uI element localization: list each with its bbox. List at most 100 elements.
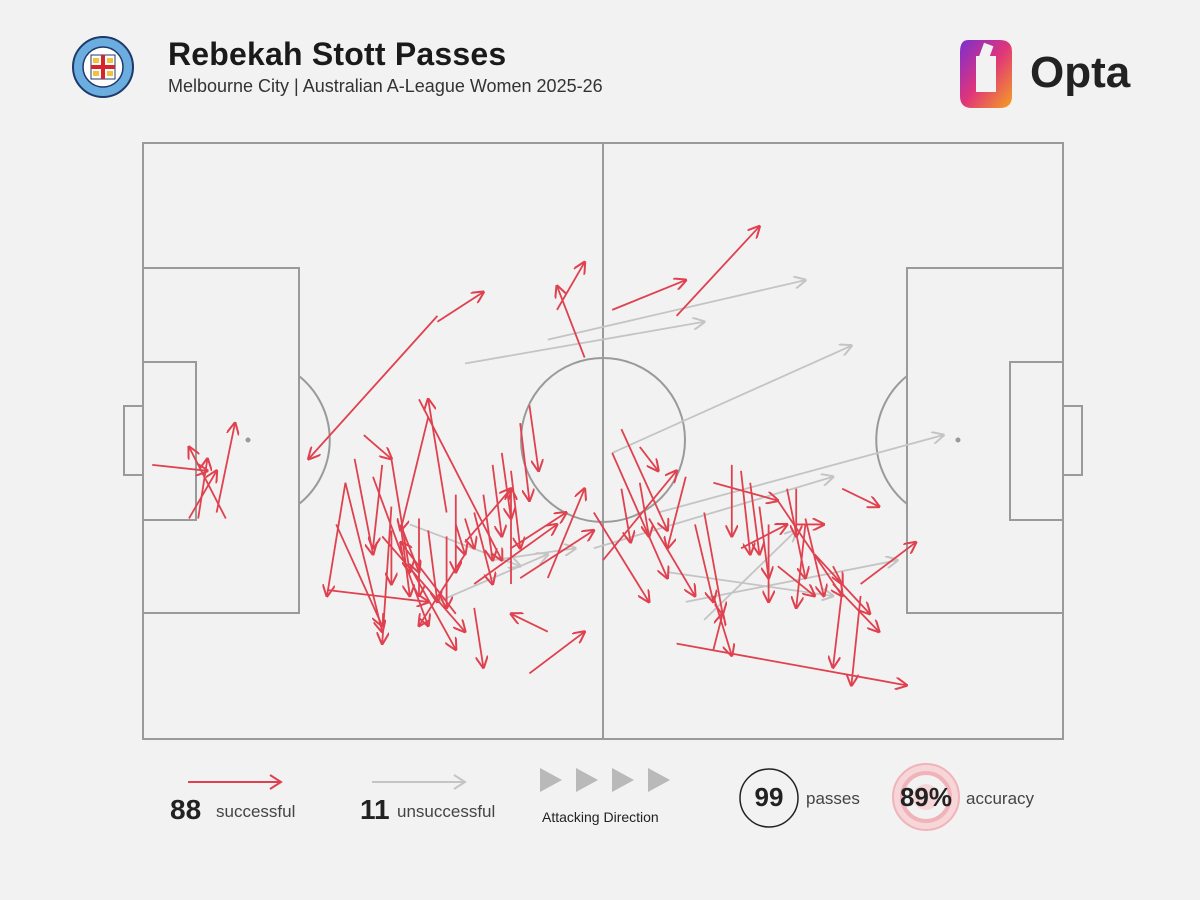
attacking-direction-icon <box>540 768 670 792</box>
successful-pass-arrow <box>796 524 807 607</box>
successful-label: successful <box>216 802 296 821</box>
successful-pass-arrow <box>777 565 815 596</box>
right-penalty-box <box>906 267 1064 614</box>
club-crest-icon <box>72 36 134 98</box>
successful-pass-arrow <box>491 464 502 537</box>
unsuccessful-pass-arrow <box>547 280 806 341</box>
successful-pass-arrow <box>372 476 428 626</box>
successful-pass-arrow <box>638 482 649 537</box>
successful-pass-arrow <box>519 423 529 500</box>
unsuccessful-passes <box>409 280 944 621</box>
successful-pass-arrow <box>556 262 585 311</box>
unsuccessful-label: unsuccessful <box>397 802 496 821</box>
unsuccessful-count: 11 <box>360 794 390 825</box>
passes-circle-icon <box>739 768 799 828</box>
successful-pass-arrow <box>546 489 585 579</box>
successful-pass-arrow <box>427 530 437 602</box>
attacking-direction-label: Attacking Direction <box>542 809 659 825</box>
successful-pass-arrow <box>464 489 511 543</box>
successful-pass-arrow <box>667 476 687 549</box>
successful-pass-arrow <box>309 315 439 459</box>
successful-pass-arrow <box>713 481 777 501</box>
successful-pass-arrow <box>419 553 466 626</box>
successful-pass-arrow <box>197 459 207 519</box>
successful-pass-arrow <box>639 446 658 471</box>
successful-pass-arrow <box>675 226 760 317</box>
page-title: Rebekah Stott Passes <box>168 36 507 72</box>
right-goal <box>1062 405 1083 476</box>
unsuccessful-pass-arrow <box>611 346 851 454</box>
opta-brand: Opta <box>954 36 1144 112</box>
successful-pass-arrow <box>401 542 457 615</box>
opta-logo-icon <box>960 40 1012 108</box>
successful-pass-arrow <box>510 470 520 548</box>
unsuccessful-pass-arrow <box>464 322 704 365</box>
successful-count: 88 <box>170 794 202 825</box>
unsuccessful-pass-arrow <box>657 435 943 514</box>
successful-pass-arrow <box>528 405 538 471</box>
successful-pass-arrow <box>804 518 823 595</box>
successful-pass-arrow <box>390 458 409 572</box>
unsuccessful-arrow-icon <box>372 774 467 790</box>
unsuccessful-pass-arrow <box>685 560 898 603</box>
successful-pass-arrow <box>749 482 759 555</box>
successful-pass-arrow <box>215 423 235 513</box>
successful-pass-arrow <box>381 535 465 631</box>
successful-pass-arrow <box>620 428 667 530</box>
successful-pass-arrow <box>611 452 667 578</box>
right-six-yard-box <box>1009 361 1064 521</box>
successful-pass-arrow <box>557 286 586 358</box>
successful-pass-arrow <box>363 434 392 459</box>
successful-pass-arrow <box>528 632 584 675</box>
successful-pass-arrow <box>712 614 722 650</box>
successful-pass-arrow <box>344 482 382 632</box>
successful-pass-arrow <box>740 524 787 550</box>
successful-pass-arrow <box>841 487 879 507</box>
successful-pass-arrow <box>851 595 862 685</box>
successful-pass-arrow <box>758 506 768 579</box>
successful-pass-arrow <box>473 607 483 668</box>
successful-pass-arrow <box>694 524 713 601</box>
unsuccessful-pass-arrow <box>409 523 520 566</box>
accuracy-label: accuracy <box>966 789 1035 808</box>
pitch-markings <box>123 142 1083 740</box>
successful-pass-arrow <box>464 518 474 548</box>
successful-pass-arrow <box>327 482 347 596</box>
successful-pass-arrow <box>382 506 393 644</box>
successful-pass-arrow <box>703 512 722 614</box>
successful-pass-arrow <box>833 565 842 584</box>
left-six-yard-box <box>142 361 197 521</box>
successful-pass-arrow <box>428 399 448 513</box>
successful-pass-arrow <box>409 565 456 649</box>
successful-pass-arrow <box>593 512 649 602</box>
successful-pass-arrow <box>454 524 465 554</box>
successful-arrow-icon <box>188 774 283 790</box>
successful-pass-arrow <box>473 524 557 585</box>
accuracy-value: 89% <box>899 782 953 812</box>
successful-pass-arrow <box>152 465 207 471</box>
successful-passes <box>152 226 916 685</box>
centre-circle <box>520 357 686 523</box>
successful-pass-arrow <box>500 452 511 519</box>
right-penalty-arc <box>875 375 908 505</box>
successful-pass-arrow <box>860 542 916 585</box>
pass-map-pitch <box>123 142 1083 740</box>
successful-pass-arrow <box>511 614 549 633</box>
successful-pass-arrow <box>326 589 428 602</box>
successful-pass-arrow <box>189 447 227 519</box>
successful-pass-arrow <box>373 464 384 548</box>
successful-pass-arrow <box>353 458 373 554</box>
successful-pass-arrow <box>188 471 217 519</box>
successful-pass-arrow <box>648 518 695 595</box>
successful-pass-arrow <box>399 524 410 596</box>
accuracy-target-icon <box>892 763 960 831</box>
legend: 88 successful 11 unsuccessful Attacking … <box>0 760 1200 840</box>
left-penalty-arc <box>298 375 331 505</box>
successful-pass-arrow <box>436 292 483 323</box>
successful-pass-arrow <box>482 494 492 561</box>
successful-pass-arrow <box>832 583 879 632</box>
successful-pass-arrow <box>740 470 750 554</box>
successful-pass-arrow <box>676 642 907 686</box>
opta-brand-name: Opta <box>1030 48 1131 97</box>
successful-pass-arrow <box>401 416 430 530</box>
